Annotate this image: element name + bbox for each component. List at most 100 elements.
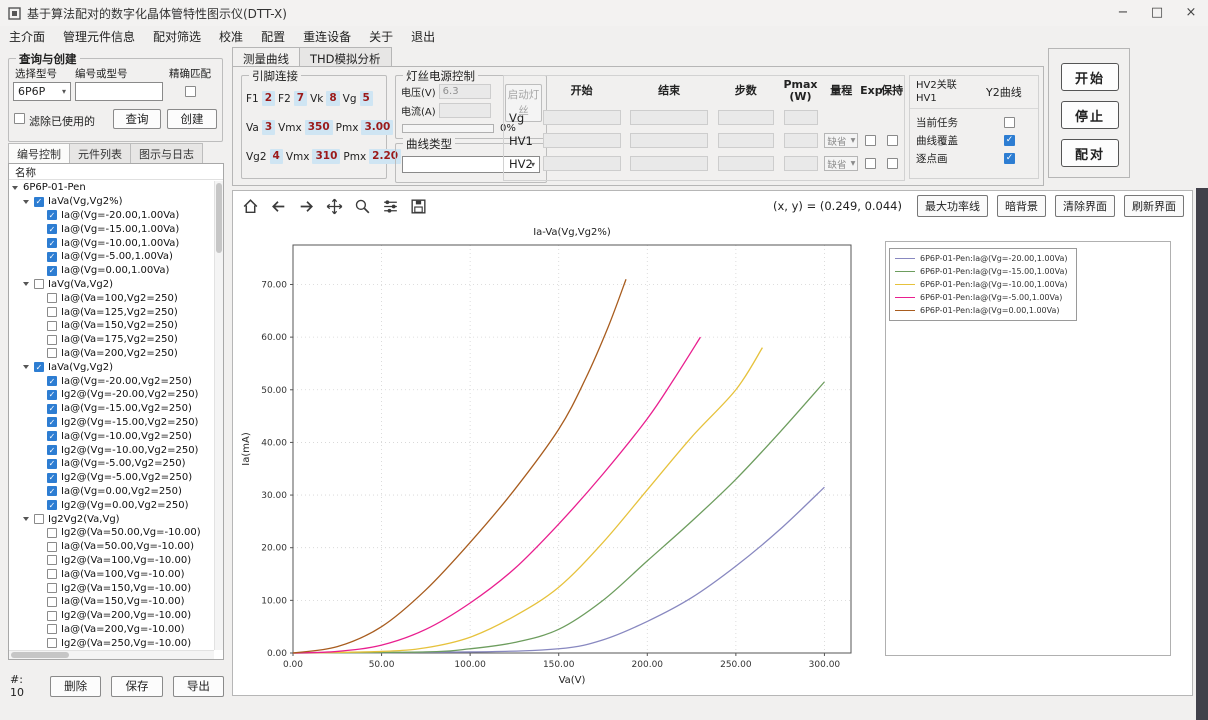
sweep-input[interactable] (717, 110, 774, 125)
tree-row[interactable]: Ia@(Vg=0.00,1.00Va) (9, 264, 214, 278)
home-icon[interactable] (241, 197, 260, 216)
tree-row[interactable]: Ig2@(Vg=-20.00,Vg2=250) (9, 388, 214, 402)
menu-item-5[interactable]: 重连设备 (303, 30, 352, 44)
filter-used-checkbox[interactable] (14, 113, 25, 124)
menu-item-1[interactable]: 管理元件信息 (63, 30, 136, 44)
tree-row[interactable]: Ia@(Vg=0.00,Vg2=250) (9, 485, 214, 499)
refresh-screen-button[interactable]: 刷新界面 (1124, 195, 1184, 217)
tree-row[interactable]: Ia@(Va=100,Vg2=250) (9, 291, 214, 305)
tree-row[interactable]: Ig2@(Va=150,Vg=-10.00) (9, 581, 214, 595)
tree-checkbox[interactable] (47, 224, 57, 235)
sweep-input[interactable] (542, 156, 621, 171)
left-tab-0[interactable]: 编号控制 (8, 143, 70, 163)
main-tab-0[interactable]: 测量曲线 (232, 47, 300, 67)
export-button[interactable]: 导出 (172, 675, 224, 697)
tree-row[interactable]: Ig2Vg2(Va,Vg) (9, 512, 214, 526)
left-tab-2[interactable]: 图示与日志 (130, 143, 203, 163)
exp-checkbox[interactable] (864, 135, 876, 146)
tree-checkbox[interactable] (47, 527, 57, 538)
clear-screen-button[interactable]: 清除界面 (1055, 195, 1115, 217)
tree-row[interactable]: IaVg(Va,Vg2) (9, 278, 214, 292)
tree-checkbox[interactable] (47, 293, 57, 304)
tree-checkbox[interactable] (47, 417, 57, 428)
tree-row[interactable]: Ia@(Va=200,Vg2=250) (9, 347, 214, 361)
create-button[interactable]: 创建 (167, 109, 217, 129)
tree-checkbox[interactable] (47, 334, 57, 345)
sweep-input[interactable] (630, 110, 709, 125)
start-filament-button[interactable]: 启动灯丝 (505, 84, 542, 122)
tree-row[interactable]: Ia@(Va=100,Vg=-10.00) (9, 567, 214, 581)
tree-row[interactable]: Ia@(Vg=-15.00,1.00Va) (9, 222, 214, 236)
tree-checkbox[interactable] (47, 486, 57, 497)
menu-item-0[interactable]: 主介面 (9, 30, 46, 44)
menu-item-4[interactable]: 配置 (261, 30, 286, 44)
tree-checkbox[interactable] (47, 472, 57, 483)
tree-checkbox[interactable] (47, 610, 57, 621)
maximize-button[interactable]: □ (1150, 5, 1164, 20)
tree-row[interactable]: Ig2@(Va=200,Vg=-10.00) (9, 609, 214, 623)
tree-checkbox[interactable] (47, 638, 57, 649)
sweep-input[interactable] (717, 133, 774, 148)
tree-checkbox[interactable] (47, 403, 57, 414)
tree-row[interactable]: Ia@(Va=150,Vg2=250) (9, 319, 214, 333)
dark-background-button[interactable]: 暗背景 (997, 195, 1046, 217)
tree-row[interactable]: Ig2@(Vg=-5.00,Vg2=250) (9, 471, 214, 485)
tree-horizontal-scrollbar[interactable] (9, 650, 214, 659)
scrollbar-thumb[interactable] (216, 183, 222, 253)
tree-row[interactable]: Ig2@(Va=100,Vg=-10.00) (9, 554, 214, 568)
tree-checkbox[interactable] (47, 541, 57, 552)
max-power-line-button[interactable]: 最大功率线 (917, 195, 988, 217)
exp-checkbox[interactable] (864, 158, 876, 169)
tree-checkbox[interactable] (47, 320, 57, 331)
tree-checkbox[interactable] (47, 348, 57, 359)
tree-row[interactable]: IaVa(Vg,Vg2%) (9, 195, 214, 209)
sweep-input[interactable] (783, 133, 818, 148)
back-icon[interactable] (269, 197, 288, 216)
expander-icon[interactable] (23, 282, 29, 287)
save-icon[interactable] (409, 197, 428, 216)
tree-row[interactable]: Ig2@(Va=250,Vg=-10.00) (9, 636, 214, 650)
exact-match-checkbox[interactable] (185, 86, 196, 97)
option-checkbox[interactable] (1004, 152, 1015, 164)
sweep-input[interactable] (630, 156, 709, 171)
tree-checkbox[interactable] (34, 514, 44, 525)
tree-row[interactable]: Ia@(Vg=-10.00,1.00Va) (9, 236, 214, 250)
voltage-field[interactable]: 6.3 (438, 84, 491, 99)
tree-row[interactable]: Ig2@(Va=50.00,Vg=-10.00) (9, 526, 214, 540)
curve-type-select[interactable]: ▾ (402, 156, 540, 173)
menu-item-7[interactable]: 退出 (411, 30, 436, 44)
tree-row[interactable]: Ig2@(Vg=-15.00,Vg2=250) (9, 416, 214, 430)
tree-row[interactable]: Ig2@(Vg=0.00,Vg2=250) (9, 498, 214, 512)
tree-vertical-scrollbar[interactable] (214, 181, 223, 650)
left-tab-1[interactable]: 元件列表 (69, 143, 131, 163)
hold-checkbox[interactable] (886, 158, 898, 169)
tree-checkbox[interactable] (47, 251, 57, 262)
stop-button[interactable]: 停止 (1061, 101, 1119, 129)
query-button[interactable]: 查询 (113, 109, 161, 129)
tree-checkbox[interactable] (47, 569, 57, 580)
tree-checkbox[interactable] (47, 596, 57, 607)
expander-icon[interactable] (23, 199, 29, 204)
serial-input[interactable] (75, 82, 163, 101)
sweep-input[interactable] (542, 110, 621, 125)
tree-row[interactable]: Ia@(Vg=-5.00,1.00Va) (9, 250, 214, 264)
tree-checkbox[interactable] (47, 389, 57, 400)
tree-checkbox[interactable] (34, 362, 44, 373)
tree-row[interactable]: IaVa(Vg,Vg2) (9, 360, 214, 374)
menu-item-6[interactable]: 关于 (369, 30, 394, 44)
tree-row[interactable]: 6P6P-01-Pen (9, 181, 214, 195)
sweep-input[interactable] (783, 156, 818, 171)
tree-row[interactable]: Ig2@(Vg=-10.00,Vg2=250) (9, 443, 214, 457)
tree-row[interactable]: Ia@(Va=50.00,Vg=-10.00) (9, 540, 214, 554)
close-button[interactable]: × (1185, 5, 1197, 20)
tree-checkbox[interactable] (47, 307, 57, 318)
tree-checkbox[interactable] (34, 279, 44, 290)
option-checkbox[interactable] (1004, 116, 1015, 128)
tree-row[interactable]: Ia@(Vg=-5.00,Vg2=250) (9, 457, 214, 471)
tree-checkbox[interactable] (47, 431, 57, 442)
tree-row[interactable]: Ia@(Vg=-15.00,Vg2=250) (9, 402, 214, 416)
model-select[interactable]: 6P6P ▾ (13, 82, 71, 101)
forward-icon[interactable] (297, 197, 316, 216)
menu-item-2[interactable]: 配对筛选 (153, 30, 202, 44)
save-button[interactable]: 保存 (111, 675, 163, 697)
